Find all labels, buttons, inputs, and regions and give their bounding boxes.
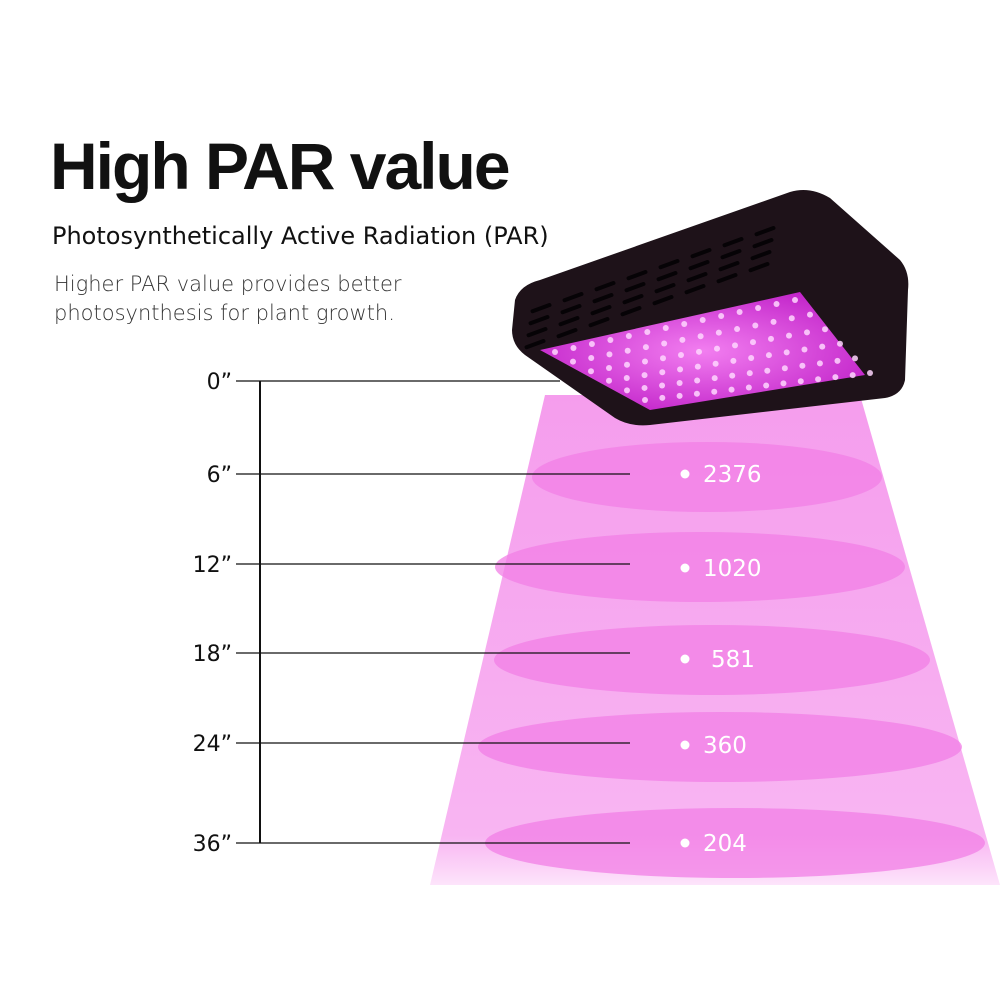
- distance-ellipse: [494, 625, 930, 695]
- distance-ellipse: [495, 532, 905, 602]
- distance-label: 24”: [193, 732, 232, 757]
- distance-ellipse: [532, 442, 882, 512]
- grow-light-image: [512, 190, 909, 426]
- page-title: High PAR value: [50, 129, 511, 203]
- bullet-icon: [680, 469, 690, 479]
- par-value: 581: [711, 647, 755, 673]
- bullet-icon: [680, 740, 690, 750]
- distance-label: 6”: [207, 463, 232, 488]
- distance-label: 0”: [207, 370, 232, 395]
- bullet-icon: [680, 563, 690, 573]
- description-line: photosynthesis for plant growth.: [54, 301, 395, 325]
- description: Higher PAR value provides better photosy…: [54, 270, 402, 328]
- subtitle: Photosynthetically Active Radiation (PAR…: [52, 222, 549, 250]
- distance-ellipse: [485, 808, 985, 878]
- par-value: 360: [703, 733, 747, 759]
- bullet-icon: [680, 654, 690, 664]
- distance-label: 36”: [193, 832, 232, 857]
- distance-ellipse: [478, 712, 962, 782]
- description-line: Higher PAR value provides better: [54, 272, 402, 296]
- par-value: 204: [703, 831, 747, 857]
- bullet-icon: [680, 838, 690, 848]
- distance-label: 12”: [193, 553, 232, 578]
- par-value: 1020: [703, 556, 762, 582]
- par-value: 2376: [703, 462, 762, 488]
- distance-label: 18”: [193, 642, 232, 667]
